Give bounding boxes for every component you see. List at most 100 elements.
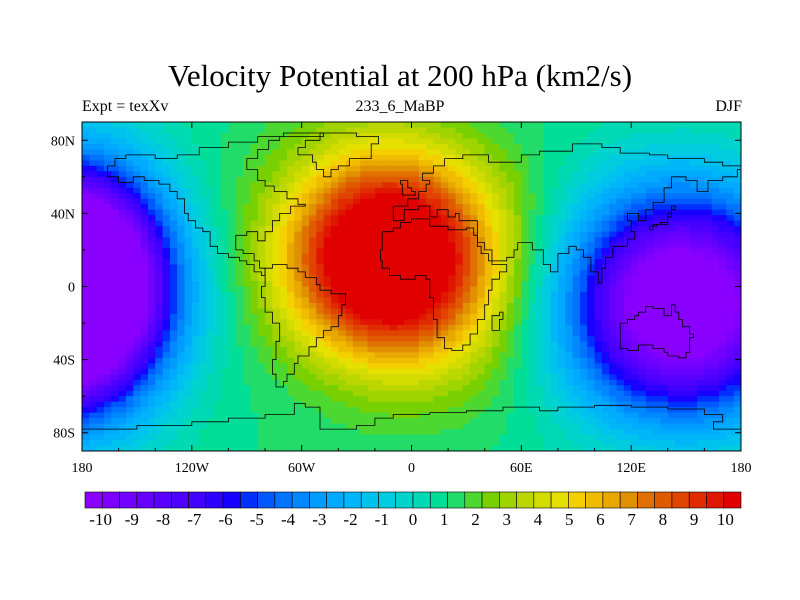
field-cell: [374, 160, 383, 167]
field-cell: [272, 253, 281, 260]
field-cell: [711, 160, 720, 167]
field-cell: [89, 138, 98, 145]
field-cell: [265, 226, 273, 233]
field-cell: [704, 368, 713, 375]
field-cell: [433, 226, 442, 233]
field-cell: [506, 226, 515, 233]
field-cell: [477, 281, 486, 288]
field-cell: [184, 297, 193, 304]
field-cell: [609, 122, 618, 129]
field-cell: [257, 390, 266, 397]
field-cell: [294, 390, 303, 397]
field-cell: [433, 407, 442, 414]
field-cell: [352, 346, 361, 353]
field-cell: [638, 335, 647, 342]
field-cell: [653, 313, 662, 320]
field-cell: [250, 160, 259, 167]
field-cell: [506, 324, 515, 331]
field-cell: [103, 198, 112, 205]
field-cell: [213, 352, 222, 359]
field-cell: [221, 374, 230, 381]
field-cell: [550, 237, 559, 244]
field-cell: [470, 138, 478, 145]
field-cell: [565, 264, 574, 271]
field-cell: [565, 319, 574, 326]
field-cell: [272, 171, 281, 178]
field-cell: [682, 127, 691, 134]
field-cell: [199, 297, 208, 304]
field-cell: [250, 396, 259, 403]
field-cell: [89, 248, 98, 255]
field-cell: [294, 330, 303, 337]
field-cell: [704, 215, 713, 222]
field-cell: [382, 286, 391, 293]
field-cell: [550, 286, 559, 293]
field-cell: [733, 385, 741, 392]
field-cell: [440, 385, 449, 392]
field-cell: [345, 313, 354, 320]
field-cell: [499, 401, 508, 408]
field-cell: [294, 401, 303, 408]
field-cell: [199, 143, 208, 151]
field-cell: [499, 264, 508, 271]
field-cell: [221, 385, 230, 392]
field-cell: [660, 313, 669, 320]
field-cell: [565, 374, 574, 381]
field-cell: [345, 231, 354, 238]
field-cell: [704, 352, 713, 359]
field-cell: [294, 396, 303, 403]
field-cell: [367, 313, 376, 320]
field-cell: [111, 198, 120, 205]
field-cell: [162, 220, 171, 227]
field-cell: [162, 127, 171, 134]
field-cell: [147, 319, 156, 326]
field-cell: [360, 302, 369, 310]
field-cell: [96, 407, 105, 414]
field-cell: [594, 286, 603, 293]
field-cell: [228, 242, 237, 249]
field-cell: [411, 407, 420, 414]
field-cell: [594, 132, 603, 140]
field-cell: [243, 132, 252, 140]
field-cell: [96, 368, 105, 375]
field-cell: [367, 363, 376, 370]
field-cell: [470, 154, 478, 161]
field-cell: [440, 264, 449, 271]
field-cell: [418, 363, 427, 370]
field-cell: [594, 237, 603, 244]
field-cell: [477, 352, 486, 359]
field-cell: [719, 352, 727, 359]
field-cell: [294, 302, 303, 310]
field-cell: [528, 412, 537, 419]
field-cell: [733, 122, 741, 129]
field-cell: [675, 237, 684, 244]
field-cell: [609, 209, 618, 216]
field-cell: [374, 132, 383, 140]
field-cell: [426, 138, 435, 145]
field-cell: [279, 352, 288, 359]
field-cell: [184, 171, 193, 178]
field-cell: [374, 182, 383, 189]
field-cell: [594, 127, 603, 134]
field-cell: [250, 308, 259, 315]
field-cell: [103, 264, 112, 271]
field-cell: [228, 401, 237, 408]
field-cell: [352, 253, 361, 260]
field-cell: [667, 385, 676, 392]
field-cell: [221, 264, 230, 271]
field-cell: [147, 143, 156, 151]
field-cell: [711, 176, 720, 183]
field-cell: [308, 341, 317, 348]
field-cell: [352, 319, 361, 326]
field-cell: [448, 363, 457, 370]
field-cell: [133, 324, 142, 331]
field-cell: [514, 357, 522, 364]
field-cell: [616, 127, 625, 134]
field-cell: [506, 335, 515, 342]
field-cell: [704, 286, 713, 293]
field-cell: [653, 352, 662, 359]
field-cell: [477, 308, 486, 315]
field-cell: [287, 308, 295, 315]
field-cell: [330, 319, 339, 326]
field-cell: [514, 165, 522, 172]
